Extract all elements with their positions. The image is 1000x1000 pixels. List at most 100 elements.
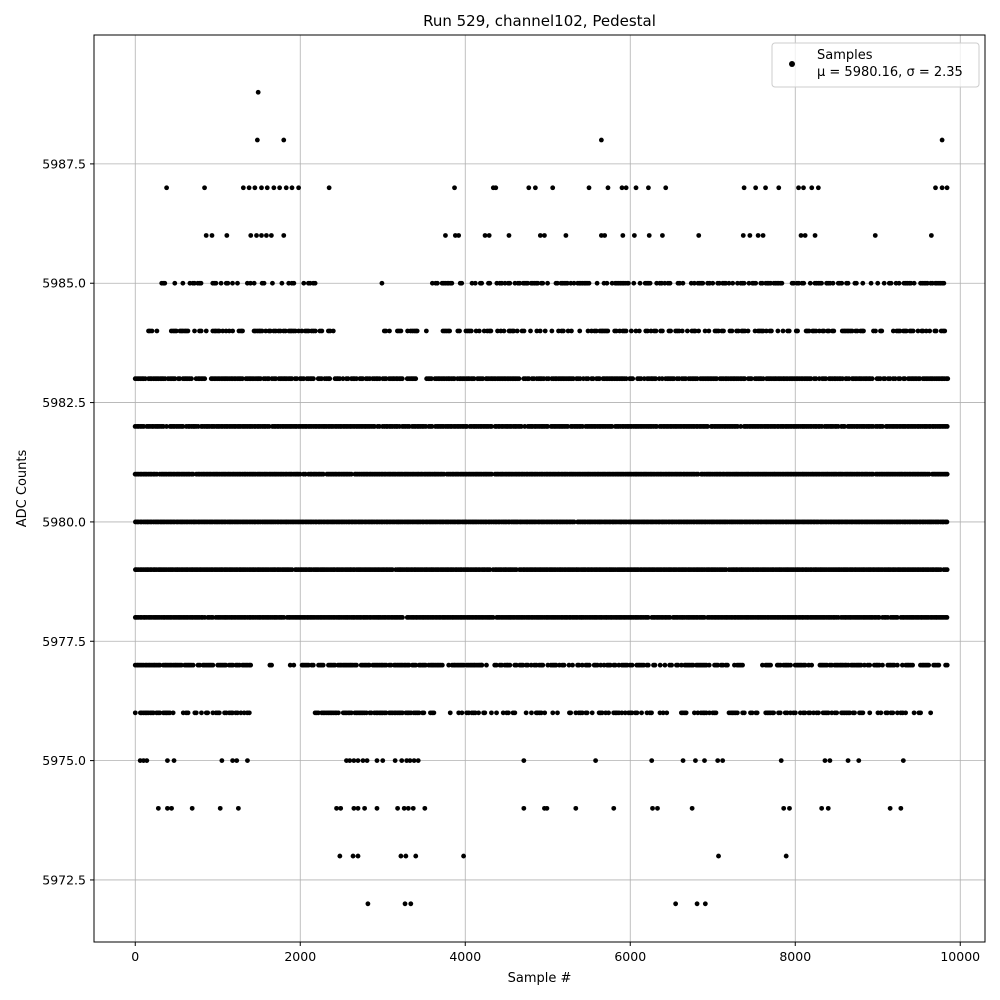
data-point xyxy=(387,328,392,334)
data-point xyxy=(662,662,668,668)
data-point xyxy=(580,424,585,429)
data-point xyxy=(366,662,372,668)
data-point xyxy=(880,662,885,668)
data-point xyxy=(400,710,405,716)
data-point xyxy=(319,328,325,334)
data-point xyxy=(705,424,710,429)
data-point xyxy=(741,280,747,286)
data-point xyxy=(847,710,853,716)
data-point xyxy=(655,805,660,811)
data-point xyxy=(872,233,878,238)
data-point xyxy=(691,280,697,286)
data-point xyxy=(564,280,570,286)
data-point xyxy=(429,424,435,429)
data-point xyxy=(379,280,385,286)
data-point xyxy=(283,185,289,191)
data-point xyxy=(816,710,821,716)
data-point xyxy=(619,710,625,716)
data-point xyxy=(941,280,947,286)
data-point xyxy=(910,328,916,334)
data-point xyxy=(310,662,316,668)
data-point xyxy=(875,280,881,286)
data-point xyxy=(281,233,287,238)
data-point xyxy=(696,233,702,238)
data-point xyxy=(523,710,529,716)
data-point xyxy=(537,233,543,238)
data-point xyxy=(609,424,615,429)
data-point xyxy=(598,233,604,238)
data-point xyxy=(192,328,197,334)
data-point xyxy=(267,328,273,334)
data-point xyxy=(749,376,754,382)
data-point xyxy=(494,710,499,716)
data-point xyxy=(625,280,631,286)
data-point xyxy=(468,328,474,334)
data-point xyxy=(801,185,806,191)
data-point xyxy=(259,328,265,334)
data-point xyxy=(252,185,258,191)
data-point xyxy=(839,280,845,286)
data-point xyxy=(734,710,740,716)
y-tick-label: 5980.0 xyxy=(42,514,86,529)
data-point xyxy=(668,328,674,334)
data-point xyxy=(653,376,659,382)
chart-title: Run 529, channel102, Pedestal xyxy=(423,12,656,30)
y-axis-ticks: 5972.5 5975.0 5977.5 5980.0 5982.5 5985.0 5987… xyxy=(42,156,94,887)
data-point xyxy=(137,758,143,763)
data-point xyxy=(202,376,208,382)
data-point xyxy=(230,328,236,334)
data-point xyxy=(240,376,245,382)
data-point xyxy=(374,758,380,763)
data-point xyxy=(899,662,905,668)
data-point xyxy=(623,185,629,191)
data-point xyxy=(928,233,934,238)
data-point xyxy=(689,805,695,811)
data-point xyxy=(809,662,815,668)
data-point xyxy=(579,662,585,668)
data-point xyxy=(549,328,555,334)
data-point xyxy=(763,185,768,191)
data-point xyxy=(620,233,626,238)
data-point xyxy=(482,710,488,716)
data-point xyxy=(759,280,765,286)
y-tick-label: 5982.5 xyxy=(42,395,86,410)
data-point xyxy=(869,376,875,382)
data-point xyxy=(488,328,494,334)
data-point xyxy=(484,662,489,668)
data-point xyxy=(890,328,896,334)
data-point xyxy=(157,662,163,668)
data-point xyxy=(852,710,857,716)
y-tick-label: 5977.5 xyxy=(42,634,86,649)
data-point xyxy=(364,758,370,763)
data-point xyxy=(880,424,885,429)
data-point xyxy=(645,662,651,668)
data-point xyxy=(939,185,945,191)
data-point xyxy=(400,614,405,620)
x-axis-label: Sample # xyxy=(508,971,572,986)
data-point xyxy=(514,328,520,334)
data-point xyxy=(633,185,639,191)
data-point xyxy=(808,376,814,382)
data-point xyxy=(415,758,421,763)
data-point xyxy=(944,567,950,573)
data-point xyxy=(487,280,493,286)
data-point xyxy=(157,710,163,716)
data-point xyxy=(289,567,295,573)
data-point xyxy=(768,662,773,668)
data-point xyxy=(861,328,866,334)
data-point xyxy=(887,805,893,811)
data-point xyxy=(769,328,774,334)
data-point xyxy=(434,280,440,286)
y-axis-label: ADC Counts xyxy=(15,450,30,528)
data-point xyxy=(740,233,746,238)
data-point xyxy=(710,280,716,286)
data-point xyxy=(738,424,744,429)
data-point xyxy=(777,710,783,716)
data-point xyxy=(604,280,610,286)
data-point xyxy=(225,280,231,286)
data-point xyxy=(172,376,178,382)
data-point xyxy=(827,758,833,763)
data-point xyxy=(660,710,666,716)
data-point xyxy=(246,185,252,191)
y-tick-label: 5975.0 xyxy=(42,753,86,768)
